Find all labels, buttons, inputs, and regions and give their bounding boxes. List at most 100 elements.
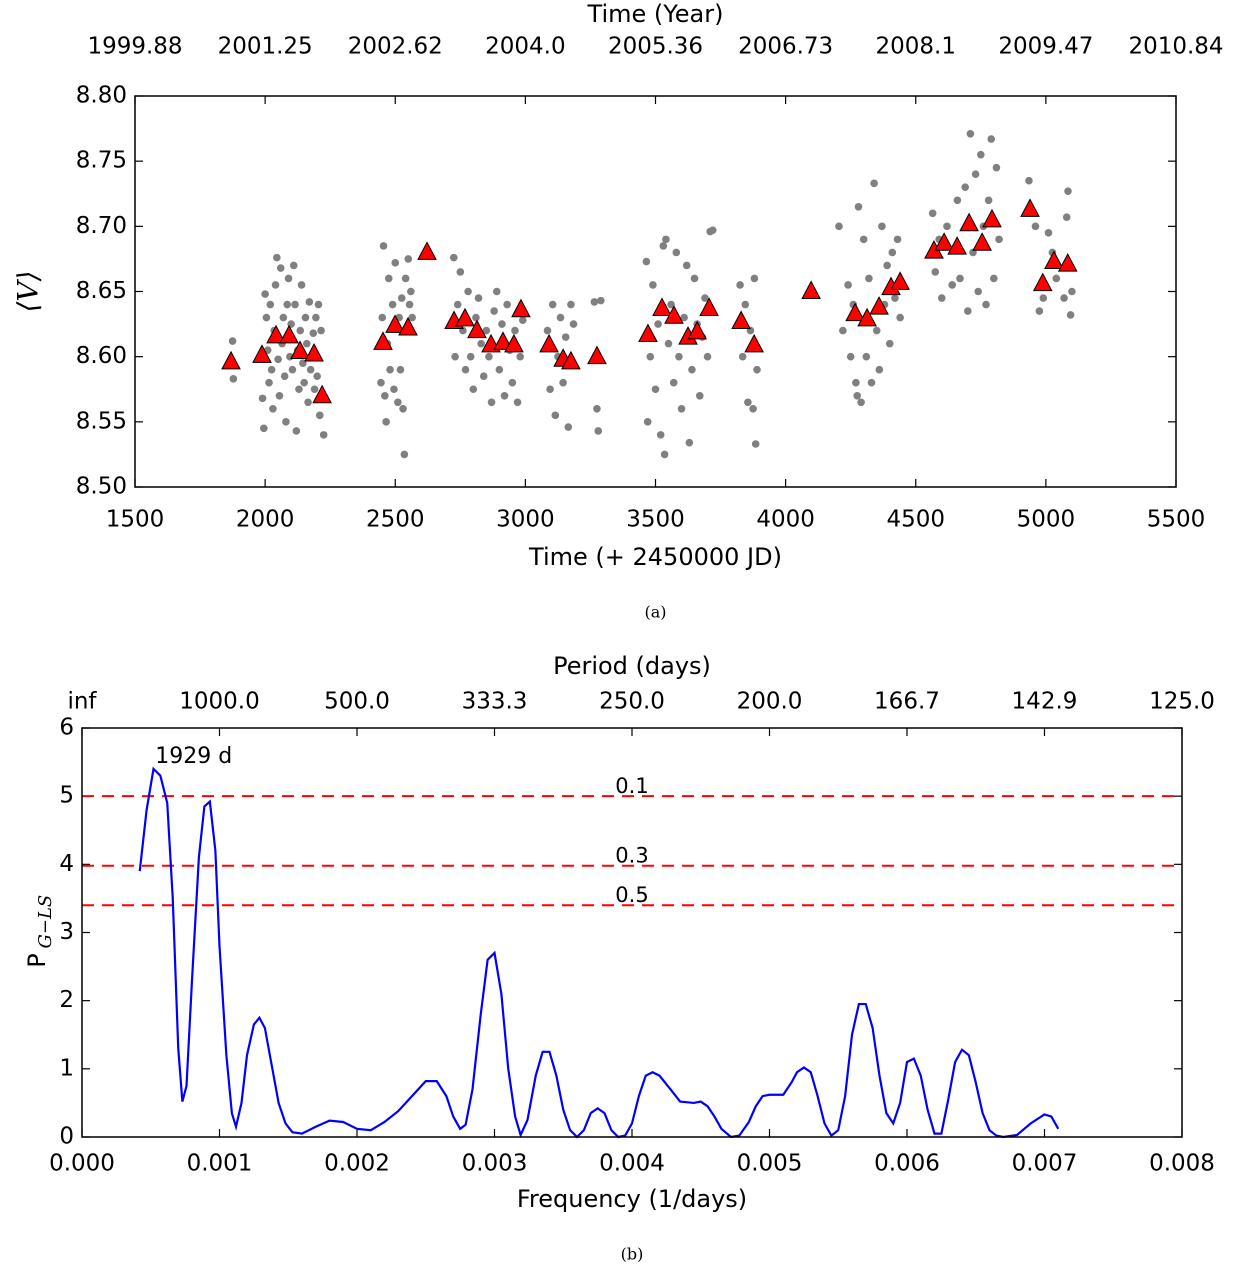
y-axis-title: ⟨V⟩ xyxy=(12,270,45,312)
point xyxy=(852,378,860,387)
point xyxy=(485,352,493,361)
point xyxy=(405,300,414,309)
y-tick-label: 8.65 xyxy=(76,278,127,304)
point xyxy=(490,307,498,315)
point xyxy=(228,337,237,345)
x-tick-label: 0.005 xyxy=(737,1151,803,1177)
point xyxy=(875,365,884,374)
point xyxy=(846,352,855,361)
point xyxy=(672,248,681,257)
triangle-point xyxy=(652,297,672,316)
point xyxy=(498,320,506,328)
point xyxy=(292,427,301,435)
triangle-point xyxy=(561,350,581,370)
x-tick-label: 3000 xyxy=(496,507,555,533)
triangle-point xyxy=(972,232,992,251)
point xyxy=(1064,187,1072,195)
threshold-label: 0.5 xyxy=(615,883,648,907)
point xyxy=(472,313,480,322)
x-tick-label: 4500 xyxy=(886,507,945,533)
point xyxy=(273,253,281,262)
point xyxy=(695,391,704,400)
triangle-point xyxy=(312,384,332,404)
y-tick-label: 5 xyxy=(59,783,74,809)
x2-tick-label: inf xyxy=(67,689,97,715)
point xyxy=(1044,229,1053,237)
point xyxy=(518,316,527,324)
point xyxy=(309,329,318,338)
point xyxy=(314,300,323,309)
point xyxy=(708,226,717,235)
point xyxy=(931,268,940,276)
triangle-point xyxy=(731,310,751,329)
point xyxy=(511,326,519,335)
point xyxy=(984,196,993,205)
triangle-point xyxy=(959,212,979,232)
point xyxy=(516,352,524,361)
point xyxy=(313,372,321,381)
y-tick-label: 0 xyxy=(59,1124,74,1150)
point xyxy=(495,365,504,374)
point xyxy=(883,261,891,270)
point xyxy=(943,222,951,231)
point xyxy=(302,339,311,348)
point xyxy=(1066,311,1075,319)
point xyxy=(995,235,1003,244)
point xyxy=(261,290,269,298)
point xyxy=(397,294,406,302)
point xyxy=(1052,274,1061,283)
x2-tick-label: 2010.84 xyxy=(1128,34,1223,60)
point xyxy=(258,394,267,403)
point xyxy=(956,274,964,283)
caption: (a) xyxy=(644,603,666,622)
point xyxy=(977,150,985,159)
point xyxy=(753,365,761,374)
point xyxy=(651,385,660,394)
triangle-point xyxy=(982,208,1002,228)
point xyxy=(964,307,972,315)
point xyxy=(865,274,873,283)
triangle-point xyxy=(890,271,910,290)
point xyxy=(893,235,902,244)
triangle-point xyxy=(417,241,437,260)
triangle-point xyxy=(455,307,475,327)
triangle-point xyxy=(947,236,967,255)
y-tick-label: 8.80 xyxy=(76,83,127,109)
point xyxy=(548,300,557,309)
point xyxy=(928,209,937,218)
point xyxy=(546,385,554,394)
triangle-point xyxy=(1020,198,1040,217)
point xyxy=(280,372,289,381)
point xyxy=(971,170,980,178)
point xyxy=(279,313,288,322)
point xyxy=(872,326,881,335)
triangle-point xyxy=(398,316,418,336)
x-tick-label: 3500 xyxy=(626,507,685,533)
x2-axis-title: Period (days) xyxy=(553,652,711,680)
point xyxy=(870,179,878,188)
point xyxy=(1060,294,1068,302)
point xyxy=(1062,213,1071,222)
point xyxy=(400,450,409,459)
point xyxy=(646,352,655,361)
point xyxy=(1039,294,1048,302)
point xyxy=(401,274,410,283)
point xyxy=(937,294,946,302)
point xyxy=(1035,307,1044,315)
point xyxy=(291,300,299,309)
x-tick-label: 0.003 xyxy=(462,1151,528,1177)
x2-tick-label: 1999.88 xyxy=(87,34,182,60)
point xyxy=(477,339,485,348)
point xyxy=(675,352,683,361)
point xyxy=(466,352,475,361)
x-tick-label: 4000 xyxy=(756,507,815,533)
y-axis-title-sub: G−LS xyxy=(35,895,56,949)
x2-tick-label: 166.7 xyxy=(874,689,940,715)
point xyxy=(738,352,747,361)
point xyxy=(688,365,696,374)
triangle-point xyxy=(687,320,707,340)
point xyxy=(543,326,552,335)
point xyxy=(260,424,268,433)
triangle-point xyxy=(1044,250,1064,270)
